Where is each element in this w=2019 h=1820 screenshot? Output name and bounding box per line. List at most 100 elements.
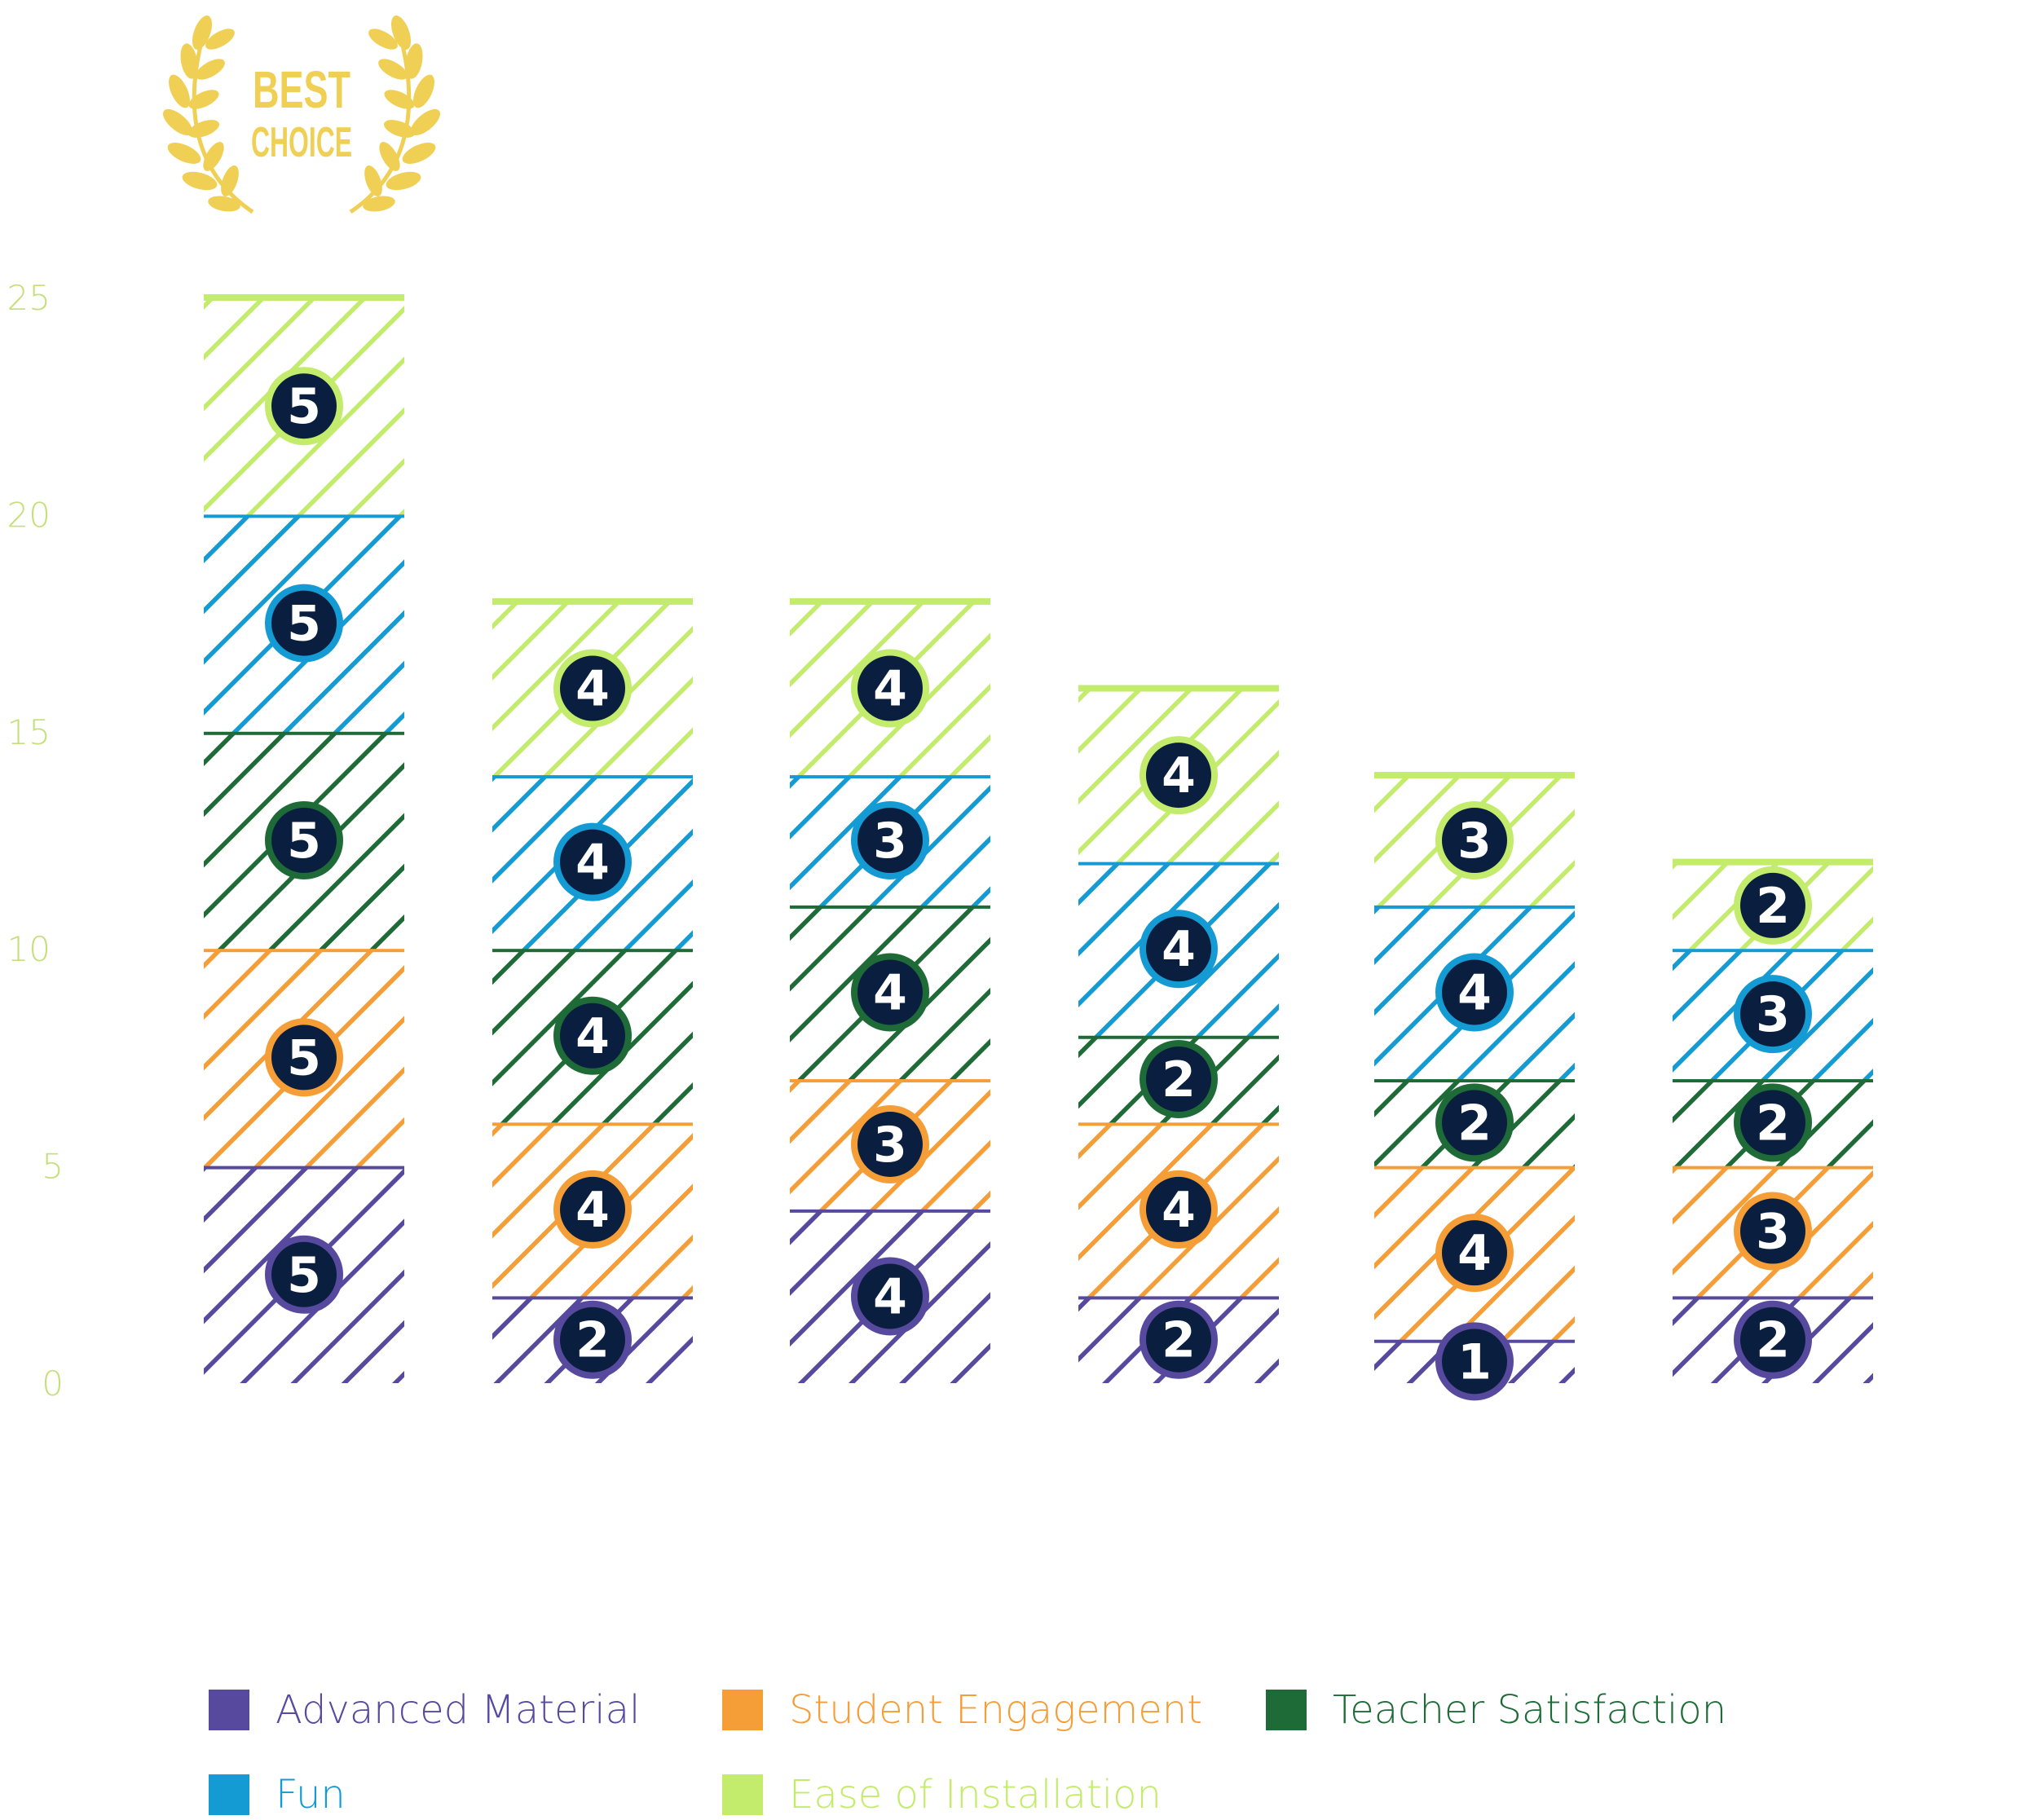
y-tick-label: 5 xyxy=(42,1147,64,1187)
value-badge: 5 xyxy=(265,801,343,879)
data-label: 4 xyxy=(1457,964,1492,1021)
bar-segment-edge xyxy=(1673,1076,1873,1083)
bar-segment-edge xyxy=(1374,772,1575,779)
data-label: 5 xyxy=(287,1029,321,1086)
value-badge: 4 xyxy=(851,953,929,1032)
badge-circle xyxy=(265,1235,343,1314)
bar-segment-edge xyxy=(1673,858,1873,866)
award-text-choice: CHOICE xyxy=(251,119,352,166)
best-choice-award: BEST CHOICE xyxy=(162,15,441,214)
y-tick-label: 15 xyxy=(7,712,51,752)
badge-circle xyxy=(851,1257,929,1336)
badge-circle xyxy=(1435,953,1514,1032)
value-badge: 2 xyxy=(1734,866,1812,945)
value-badge: 2 xyxy=(553,1300,632,1379)
value-badge: 4 xyxy=(1140,910,1218,989)
stacked-bar-chart: 0 5 10 15 20 25 5 5 5 5 5 2 4 4 4 4 4 3 4 3 4 2 4 2 4 4 1 4 2 4 3 2 3 2 3… xyxy=(7,278,1873,1404)
y-tick-label: 0 xyxy=(42,1364,64,1404)
value-badge: 2 xyxy=(1734,1083,1812,1162)
badge-circle xyxy=(1140,1040,1218,1119)
value-badge: 3 xyxy=(851,801,929,879)
value-badge: 2 xyxy=(1140,1040,1218,1119)
data-label: 2 xyxy=(575,1312,610,1369)
value-badge: 3 xyxy=(1435,801,1514,879)
bar-segment-edge xyxy=(790,597,990,605)
badge-circle xyxy=(265,1018,343,1097)
data-label: 4 xyxy=(575,1182,610,1239)
legend-label: Fun xyxy=(276,1772,346,1818)
value-badge: 4 xyxy=(1140,736,1218,815)
value-badge: 2 xyxy=(1435,1083,1514,1162)
badge-circle xyxy=(1435,1083,1514,1162)
value-badge: 4 xyxy=(553,822,632,901)
legend-swatch xyxy=(209,1774,249,1815)
value-badge: 4 xyxy=(553,996,632,1075)
legend-item-teacher-satisfaction[interactable]: Teacher Satisfaction xyxy=(1266,1687,1726,1733)
badge-circle xyxy=(1734,1300,1812,1379)
data-label: 4 xyxy=(1162,1182,1196,1239)
badge-circle xyxy=(265,367,343,446)
badge-circle xyxy=(851,1104,929,1183)
legend-swatch xyxy=(722,1774,763,1815)
y-tick-label: 10 xyxy=(7,929,51,969)
value-badge: 4 xyxy=(553,1170,632,1249)
legend-item-advanced-material[interactable]: Advanced Material xyxy=(209,1687,640,1733)
badge-circle xyxy=(1435,801,1514,879)
value-badge: 3 xyxy=(1734,975,1812,1054)
badge-circle xyxy=(851,801,929,879)
data-label: 2 xyxy=(1457,1095,1492,1152)
data-label: 3 xyxy=(873,813,907,870)
data-label: 2 xyxy=(1162,1312,1196,1369)
data-label: 2 xyxy=(1162,1051,1196,1108)
legend-item-student-engagement[interactable]: Student Engagement xyxy=(722,1687,1202,1733)
badge-circle xyxy=(1140,736,1218,815)
badge-circle xyxy=(553,822,632,901)
badge-circle xyxy=(553,1170,632,1249)
value-badge: 4 xyxy=(1435,1214,1514,1293)
legend-item-fun[interactable]: Fun xyxy=(209,1772,346,1818)
value-badge: 4 xyxy=(553,649,632,728)
badge-circle xyxy=(553,649,632,728)
legend-swatch xyxy=(209,1690,249,1730)
data-label: 5 xyxy=(287,1247,321,1304)
value-badge: 5 xyxy=(265,1235,343,1314)
y-tick-label: 20 xyxy=(7,495,51,535)
value-badge: 5 xyxy=(265,584,343,663)
bar-segment-edge xyxy=(492,597,693,605)
badge-circle xyxy=(1435,1322,1514,1401)
legend-label: Advanced Material xyxy=(276,1687,641,1733)
badge-circle xyxy=(851,649,929,728)
value-badge: 2 xyxy=(1140,1300,1218,1379)
legend-label: Student Engagement xyxy=(789,1687,1203,1733)
data-label: 3 xyxy=(1457,813,1492,870)
legend-label: Ease of Installation xyxy=(789,1772,1162,1818)
data-label: 3 xyxy=(1756,1204,1790,1261)
laurel-left-icon xyxy=(162,15,254,214)
value-badge: 3 xyxy=(1734,1192,1812,1271)
badge-circle xyxy=(553,1300,632,1379)
bar-segment-edge xyxy=(1078,685,1279,692)
data-label: 5 xyxy=(287,378,321,435)
value-badge: 1 xyxy=(1435,1322,1514,1401)
data-label: 1 xyxy=(1457,1333,1492,1390)
badge-circle xyxy=(1140,910,1218,989)
legend-swatch xyxy=(722,1690,763,1730)
badge-circle xyxy=(1140,1300,1218,1379)
legend-item-ease-of-installation[interactable]: Ease of Installation xyxy=(722,1772,1162,1818)
badge-circle xyxy=(553,996,632,1075)
y-axis: 0 5 10 15 20 25 xyxy=(7,278,64,1404)
badge-circle xyxy=(265,801,343,879)
value-badge: 3 xyxy=(851,1104,929,1183)
data-label: 2 xyxy=(1756,1312,1790,1369)
badge-circle xyxy=(1140,1170,1218,1249)
bars xyxy=(204,294,1873,1383)
data-label: 3 xyxy=(873,1117,907,1174)
value-badge: 2 xyxy=(1734,1300,1812,1379)
award-text-best: BEST xyxy=(253,60,350,119)
badge-circle xyxy=(1435,1214,1514,1293)
data-label: 4 xyxy=(575,661,610,718)
value-badge: 4 xyxy=(1435,953,1514,1032)
bar-group xyxy=(1078,685,1279,1383)
value-badge: 4 xyxy=(1140,1170,1218,1249)
